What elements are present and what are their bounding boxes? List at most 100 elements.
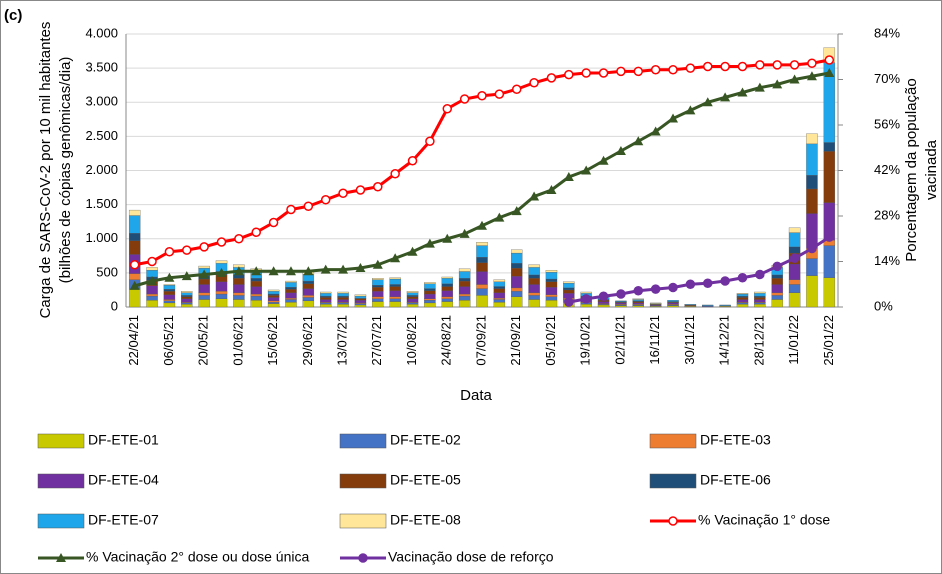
y-tick-label: 4.000 <box>85 25 118 40</box>
line-marker <box>424 238 435 248</box>
bar-segment <box>302 274 315 282</box>
bar-segment <box>424 283 436 289</box>
bar-segment <box>788 227 801 233</box>
bar-segment <box>788 284 801 293</box>
bar-segment <box>285 292 297 299</box>
line-marker <box>563 172 574 181</box>
bar-segment <box>337 291 349 294</box>
bar-segment <box>163 294 176 300</box>
bar-segment <box>754 302 766 305</box>
bar-segment <box>545 294 558 297</box>
bar-segment <box>632 298 644 300</box>
bar-segment <box>285 302 297 308</box>
line-marker <box>755 60 765 70</box>
bar-segment <box>458 271 471 279</box>
bar-segment <box>441 301 453 308</box>
bar-segment <box>285 280 297 283</box>
bar-segment <box>128 289 141 308</box>
bar-segment <box>267 291 280 295</box>
bar-segment <box>302 297 315 302</box>
bar-segment <box>302 288 315 296</box>
x-tick-label: 19/10/21 <box>578 315 593 366</box>
y-tick-label: 1.000 <box>85 230 118 245</box>
legend-swatch <box>339 513 387 529</box>
bar-segment <box>528 284 540 293</box>
bar-segment <box>181 296 193 299</box>
bar-segment <box>823 142 836 152</box>
line-marker <box>702 97 713 107</box>
bar-segment <box>337 304 349 308</box>
line-marker <box>685 105 696 115</box>
bar-segment <box>337 293 349 297</box>
bar-segment <box>736 297 749 300</box>
bar-segment <box>493 292 506 299</box>
bar-segment <box>736 293 749 297</box>
bar-segment <box>181 292 193 296</box>
line-marker <box>285 266 296 276</box>
bar-segment <box>215 281 228 292</box>
bar-segment <box>146 293 158 297</box>
bar-segment <box>406 291 419 293</box>
bar-segment <box>528 274 540 279</box>
bar-segment <box>493 302 506 308</box>
bar-segment <box>302 295 315 298</box>
x-tick-label: 27/07/21 <box>369 315 384 366</box>
bar-segment <box>198 292 210 296</box>
legend-swatch <box>649 473 697 489</box>
x-tick-label: 15/06/21 <box>265 315 280 366</box>
bar-segment <box>632 299 644 302</box>
bar-segment <box>406 298 419 303</box>
bar-segment <box>128 233 141 241</box>
line-marker <box>564 69 574 80</box>
bar-segment <box>320 304 332 308</box>
bar-segment <box>806 133 818 145</box>
bar-segment <box>754 304 766 308</box>
bar-segment <box>250 278 262 282</box>
bar-segment <box>458 300 471 308</box>
bar-segment <box>736 304 749 308</box>
line-marker <box>459 228 470 238</box>
bar-segment <box>563 281 575 284</box>
y-tick-label: 3.500 <box>85 60 118 75</box>
y-tick-label: 3.000 <box>85 94 118 109</box>
bar-segment <box>250 293 262 297</box>
bar-segment <box>476 288 488 296</box>
line-marker <box>164 247 175 257</box>
line-marker <box>494 212 505 222</box>
bar-segment <box>181 304 193 308</box>
line-marker <box>807 58 817 68</box>
legend-label: Vacinação dose de reforço <box>388 549 554 565</box>
bar-segment <box>372 285 384 288</box>
bar-segment <box>372 301 384 308</box>
x-tick-label: 11/01/22 <box>786 315 801 365</box>
bar-segment <box>719 304 731 306</box>
bar-segment <box>163 285 176 290</box>
line-marker <box>494 89 505 99</box>
bar-segment <box>128 215 141 234</box>
bar-segment <box>128 240 141 255</box>
bar-segment <box>563 287 575 291</box>
bar-segment <box>389 286 401 291</box>
bar-segment <box>458 295 471 301</box>
line-marker <box>650 126 661 136</box>
bar-segment <box>215 293 228 299</box>
bar-segment <box>163 300 176 304</box>
bar-segment <box>754 295 766 298</box>
line-marker <box>633 136 644 146</box>
y2-tick-label: 0% <box>874 298 893 313</box>
line-marker <box>182 245 192 255</box>
bar-segment <box>302 300 315 308</box>
bar-segment <box>597 301 610 304</box>
bar-segment <box>545 281 558 288</box>
line-marker <box>598 291 609 302</box>
line-marker <box>216 237 227 247</box>
bar-segment <box>806 213 818 249</box>
bar-segment <box>320 297 332 300</box>
bar-segment <box>250 280 262 287</box>
bar-segment <box>806 143 818 176</box>
x-tick-label: 02/11/21 <box>612 315 627 365</box>
x-tick-label: 28/12/21 <box>751 315 766 366</box>
bar-segment <box>372 279 384 286</box>
bar-segment <box>198 295 210 300</box>
